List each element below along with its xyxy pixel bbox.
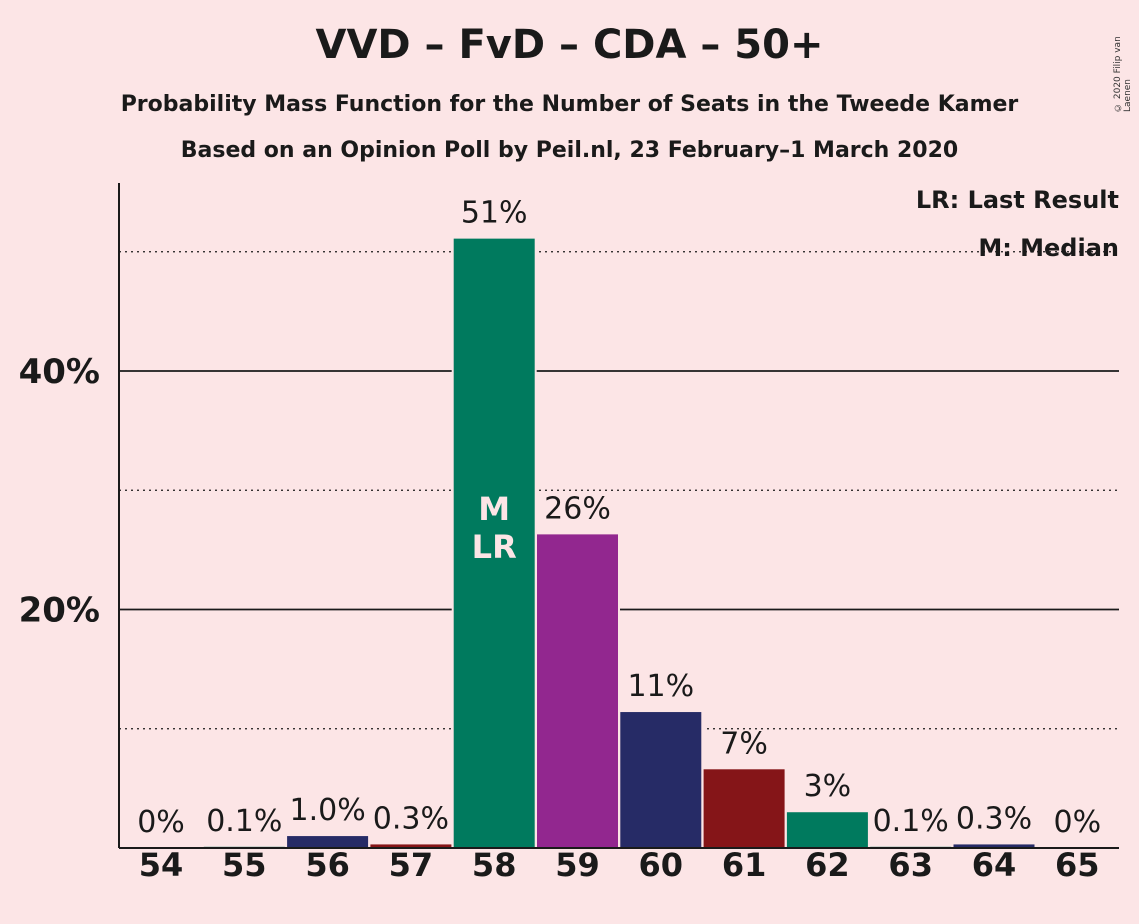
bar bbox=[786, 812, 868, 848]
chart-subtitle: Probability Mass Function for the Number… bbox=[120, 92, 1019, 117]
legend-last-result: LR: Last Result bbox=[915, 186, 1119, 214]
bar bbox=[537, 534, 618, 848]
x-tick-label: 64 bbox=[972, 846, 1017, 884]
x-tick-label: 58 bbox=[472, 846, 517, 884]
x-tick-label: 57 bbox=[389, 846, 434, 884]
data-label: 3% bbox=[804, 769, 852, 804]
bar bbox=[703, 769, 785, 848]
x-tick-label: 65 bbox=[1055, 846, 1100, 884]
x-tick-label: 59 bbox=[555, 846, 600, 884]
data-label: 51% bbox=[461, 196, 528, 231]
y-tick-label: 20% bbox=[19, 591, 100, 631]
data-label: 11% bbox=[627, 669, 694, 704]
x-tick-label: 62 bbox=[805, 846, 850, 884]
bar bbox=[287, 836, 369, 848]
x-tick-label: 55 bbox=[222, 846, 267, 884]
bar-halo bbox=[201, 844, 287, 848]
chart-source-subtitle: Based on an Opinion Poll by Peil.nl, 23 … bbox=[180, 138, 959, 163]
bar bbox=[620, 712, 702, 848]
data-label: 7% bbox=[720, 726, 768, 761]
x-tick-label: 60 bbox=[639, 846, 684, 884]
chart-title: VVD – FvD – CDA – 50+ bbox=[315, 22, 824, 68]
x-tick-label: 54 bbox=[139, 846, 184, 884]
y-tick-label: 40% bbox=[19, 352, 100, 392]
x-tick-label: 61 bbox=[722, 846, 767, 884]
bar bbox=[370, 844, 452, 848]
median-marker: M bbox=[478, 490, 510, 528]
x-tick-label: 56 bbox=[305, 846, 350, 884]
bar bbox=[453, 238, 535, 848]
data-label: 0.3% bbox=[956, 801, 1032, 836]
data-label: 0.3% bbox=[373, 801, 449, 836]
legend-median: M: Median bbox=[978, 234, 1119, 262]
data-label: 1.0% bbox=[289, 793, 365, 828]
x-tick-label: 63 bbox=[888, 846, 933, 884]
data-label: 26% bbox=[544, 491, 611, 526]
data-label: 0% bbox=[137, 805, 185, 840]
last-result-marker: LR bbox=[472, 528, 517, 566]
bar-halo bbox=[868, 844, 954, 848]
data-label: 0.1% bbox=[206, 804, 282, 839]
data-label: 0% bbox=[1054, 805, 1102, 840]
bar bbox=[953, 844, 1035, 848]
data-label: 0.1% bbox=[873, 804, 949, 839]
